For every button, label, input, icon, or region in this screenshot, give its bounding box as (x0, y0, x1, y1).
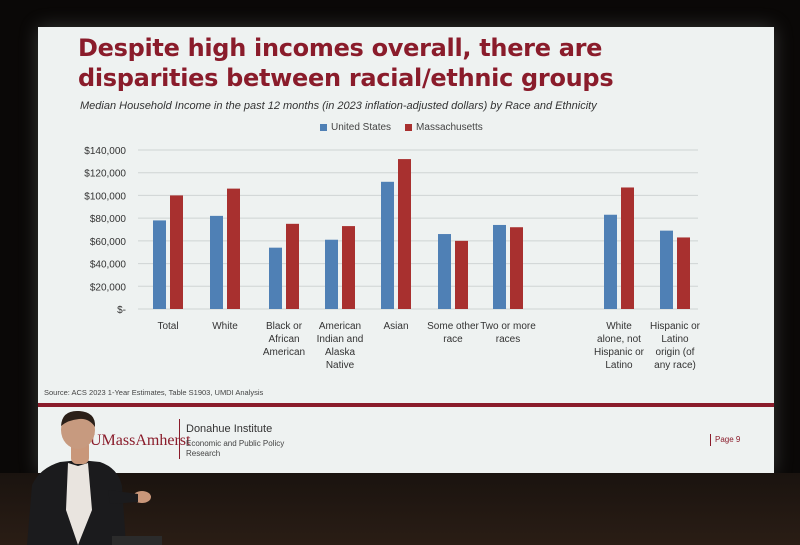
stage-floor (0, 473, 800, 545)
legend-item-ma: Massachusetts (405, 122, 483, 133)
bar-ma (170, 195, 183, 309)
projection-screen: Despite high incomes overall, there are … (38, 27, 774, 473)
x-tick-label: Some other race (427, 321, 479, 345)
institute-name: Donahue Institute (186, 423, 273, 435)
page-number: Page 9 (715, 435, 741, 444)
bar-ma (621, 187, 634, 309)
x-tick-label: Hispanic or Latino origin (of any race) (650, 321, 701, 371)
bar-us (269, 247, 282, 309)
x-tick-label: Black or African American (263, 321, 305, 358)
legend-label-us: United States (331, 122, 392, 133)
page-divider (710, 434, 711, 446)
y-tick-label: $- (117, 305, 126, 316)
bar-us (325, 239, 338, 309)
speaker-figure (27, 410, 151, 545)
chart-title: Median Household Income in the past 12 m… (80, 100, 597, 112)
bar-us (153, 220, 166, 309)
chart-legend: United States Massachusetts (320, 122, 483, 133)
bar-us (381, 181, 394, 309)
x-tick-label: Two or more races (480, 321, 536, 345)
y-tick-label: $40,000 (90, 260, 127, 271)
bar-ma (455, 240, 468, 309)
y-tick-label: $100,000 (84, 191, 126, 202)
legend-label-ma: Massachusetts (416, 122, 483, 133)
footer-divider (179, 419, 180, 459)
bar-ma (677, 237, 690, 309)
bar-us (660, 230, 673, 309)
y-tick-label: $140,000 (84, 146, 126, 157)
y-tick-label: $60,000 (90, 237, 127, 248)
bar-chart: $140,000 $120,000 $100,000 $80,000 $60,000 $4… (84, 146, 701, 371)
y-tick-label: $120,000 (84, 169, 126, 180)
x-tick-label: White (212, 321, 238, 332)
x-tick-label: Asian (383, 321, 408, 332)
bar-us (210, 215, 223, 309)
legend-item-us: United States (320, 122, 391, 133)
y-tick-label: $80,000 (90, 214, 127, 225)
x-tick-label: Total (157, 321, 178, 332)
laptop (112, 536, 162, 545)
bar-ma (227, 188, 240, 309)
x-tick-label: American Indian and Alaska Native (317, 321, 364, 371)
x-tick-label: White alone, not Hispanic or Latino (594, 321, 645, 371)
umass-logo: UMassAmherst (90, 432, 191, 449)
bar-ma (286, 223, 299, 309)
bar-us (438, 234, 451, 309)
institute-subtitle: Economic and Public Policy Research (186, 439, 285, 458)
bar-ma (342, 226, 355, 309)
bar-us (493, 224, 506, 309)
legend-swatch-us (320, 124, 327, 131)
slide-title: Despite high incomes overall, there are … (78, 34, 614, 92)
footer-rule (38, 403, 774, 407)
bar-us (604, 214, 617, 309)
y-tick-label: $20,000 (90, 282, 127, 293)
bar-ma (398, 159, 411, 309)
source-note: Source: ACS 2023 1-Year Estimates, Table… (44, 388, 264, 397)
bar-ma (510, 227, 523, 309)
legend-swatch-ma (405, 124, 413, 131)
